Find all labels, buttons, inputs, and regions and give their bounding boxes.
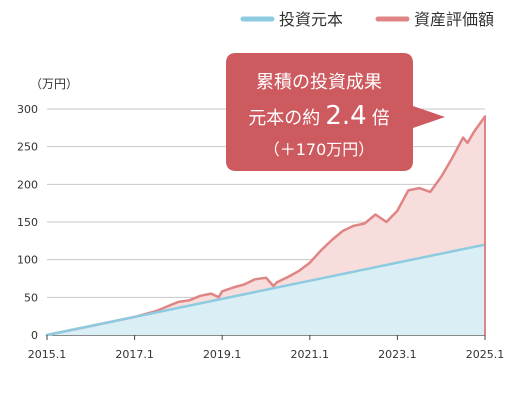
principal-line xyxy=(45,243,487,337)
callout-line2-suffix: 倍 xyxy=(372,108,390,129)
y-tick-label: 250 xyxy=(17,141,38,154)
y-tick-label: 50 xyxy=(24,291,38,304)
y-tick-label: 100 xyxy=(17,254,38,267)
x-tick-label: 2015.1 xyxy=(28,348,67,361)
axis-layer: 0 50 100 150 200 250 300 2015.1 2017.1 2019.1 2021… xyxy=(17,103,504,361)
area-layer xyxy=(45,115,487,337)
x-tick-label: 2023.1 xyxy=(378,348,417,361)
callout-line1: 累積の投資成果 xyxy=(256,72,382,93)
y-tick-label: 300 xyxy=(17,103,38,116)
legend: 投資元本 資産評価額 xyxy=(240,10,494,29)
valuation-line xyxy=(45,115,487,337)
x-tick-label: 2017.1 xyxy=(115,348,154,361)
y-tick-label: 200 xyxy=(17,178,38,191)
callout-multiplier: 2.4 xyxy=(325,101,366,131)
y-tick-label: 150 xyxy=(17,216,38,229)
y-tick-label: 0 xyxy=(31,329,38,342)
y-axis-title: （万円） xyxy=(30,77,78,91)
callout-line2-prefix: 元本の約 xyxy=(248,108,320,129)
x-tick-label: 2021.1 xyxy=(291,348,330,361)
x-tick-label: 2019.1 xyxy=(203,348,242,361)
callout-bubble: 累積の投資成果 元本の約 2.4 倍 （＋170万円） xyxy=(226,53,445,171)
callout-shape xyxy=(226,53,445,171)
legend-principal-label: 投資元本 xyxy=(279,10,343,29)
callout-line3: （＋170万円） xyxy=(264,140,375,159)
x-tick-label: 2025.1 xyxy=(466,348,505,361)
callout-line2: 元本の約 2.4 倍 xyxy=(248,101,390,131)
legend-valuation-label: 資産評価額 xyxy=(414,10,494,29)
